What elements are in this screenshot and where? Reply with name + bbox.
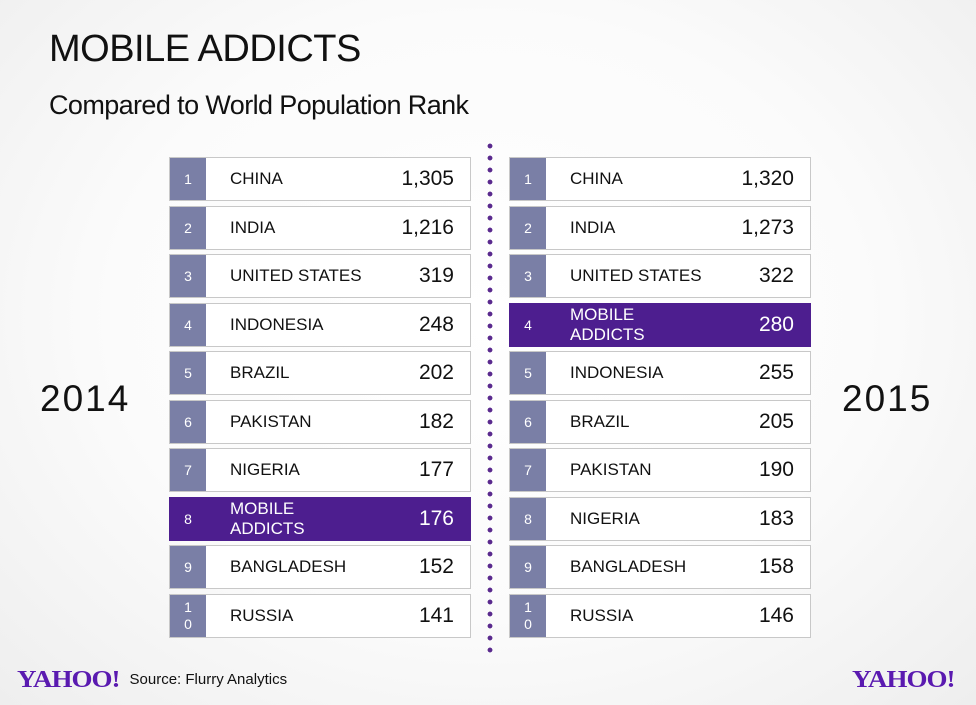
rank-cell: 2 [170, 206, 206, 249]
page-title: MOBILE ADDICTS [49, 28, 361, 70]
table-row: 1 0 RUSSIA 141 [169, 593, 471, 638]
table-row: 2 INDIA 1,216 [169, 205, 471, 250]
population-value: 205 [758, 409, 794, 433]
year-label-2015: 2015 [842, 378, 933, 419]
rank-cell: 7 [170, 449, 206, 491]
population-value: 322 [758, 264, 794, 287]
population-value: 1,273 [741, 215, 794, 239]
table-row: 9 BANGLADESH 158 [509, 545, 811, 589]
table-row: 3 UNITED STATES 319 [169, 254, 471, 298]
table-row: 6 PAKISTAN 182 [169, 399, 471, 444]
population-value: 1,320 [741, 167, 794, 190]
table-row: 7 NIGERIA 177 [169, 448, 471, 492]
country-name: BANGLADESH [230, 557, 347, 576]
population-value: 255 [758, 361, 794, 384]
rank-cell: 6 [510, 400, 546, 443]
country-name: NIGERIA [570, 508, 640, 528]
population-value: 1,216 [401, 215, 454, 239]
country-name: NIGERIA [230, 460, 300, 479]
population-value: 280 [758, 312, 794, 336]
rank-cell: 5 [510, 352, 546, 394]
population-value: 152 [418, 555, 454, 578]
population-value: 183 [758, 506, 794, 530]
table-row: 7 PAKISTAN 190 [509, 448, 811, 492]
table-row: 1 CHINA 1,320 [509, 157, 811, 201]
country-name: CHINA [230, 169, 283, 188]
rank-cell: 5 [170, 352, 206, 394]
table-row: 2 INDIA 1,273 [509, 205, 811, 250]
table-row: 4 MOBILE ADDICTS 280 [509, 302, 811, 347]
source-note: Source: Flurry Analytics [129, 671, 288, 688]
country-name: INDONESIA [570, 363, 664, 382]
table-row: 5 INDONESIA 255 [509, 351, 811, 395]
ranking-table-2014: 1 CHINA 1,305 2 INDIA 1,216 3 UNITED STATES 319 4… [169, 157, 471, 642]
country-name: BRAZIL [570, 411, 630, 431]
dotted-divider [487, 140, 493, 658]
table-row: 5 BRAZIL 202 [169, 351, 471, 395]
population-value: 141 [418, 603, 454, 627]
population-value: 319 [418, 264, 454, 287]
table-row: 8 MOBILE ADDICTS 176 [169, 496, 471, 541]
country-name: RUSSIA [230, 605, 294, 625]
country-name: BRAZIL [230, 363, 290, 382]
rank-cell: 8 [510, 497, 546, 540]
country-name: PAKISTAN [570, 460, 652, 479]
rank-cell: 6 [170, 400, 206, 443]
country-name: BANGLADESH [570, 557, 687, 576]
table-row: 1 0 RUSSIA 146 [509, 593, 811, 638]
population-value: 158 [758, 555, 794, 578]
rank-cell: 4 [510, 303, 546, 346]
country-name: INDIA [570, 217, 616, 237]
page-subtitle: Compared to World Population Rank [49, 90, 469, 120]
rank-cell: 7 [510, 449, 546, 491]
yahoo-logo-right: YAHOO! [852, 665, 956, 693]
rank-cell: 9 [170, 546, 206, 588]
country-name: PAKISTAN [230, 411, 312, 431]
ranking-table-2015: 1 CHINA 1,320 2 INDIA 1,273 3 UNITED STATES 322 4… [509, 157, 811, 642]
rank-cell: 8 [170, 497, 206, 540]
population-value: 177 [418, 458, 454, 481]
population-value: 1,305 [401, 167, 454, 190]
rank-cell: 9 [510, 546, 546, 588]
population-value: 202 [418, 361, 454, 384]
country-name: MOBILE ADDICTS [230, 498, 305, 538]
rank-cell: 1 [170, 158, 206, 200]
year-label-2014: 2014 [40, 378, 131, 419]
population-value: 182 [418, 409, 454, 433]
country-name: CHINA [570, 169, 623, 188]
table-row: 4 INDONESIA 248 [169, 302, 471, 347]
country-name: INDONESIA [230, 314, 324, 334]
country-name: UNITED STATES [570, 266, 702, 285]
yahoo-logo-left: YAHOO! [17, 665, 121, 693]
population-value: 190 [758, 458, 794, 481]
country-name: UNITED STATES [230, 266, 362, 285]
table-row: 9 BANGLADESH 152 [169, 545, 471, 589]
rank-cell: 3 [510, 255, 546, 297]
table-row: 3 UNITED STATES 322 [509, 254, 811, 298]
rank-cell: 2 [510, 206, 546, 249]
rank-cell: 3 [170, 255, 206, 297]
country-name: INDIA [230, 217, 276, 237]
population-value: 176 [418, 506, 454, 530]
country-name: RUSSIA [570, 605, 634, 625]
footer: YAHOO! Source: Flurry Analytics [17, 664, 287, 695]
population-value: 146 [758, 603, 794, 627]
population-value: 248 [418, 312, 454, 336]
table-row: 8 NIGERIA 183 [509, 496, 811, 541]
table-row: 6 BRAZIL 205 [509, 399, 811, 444]
country-name: MOBILE ADDICTS [570, 304, 645, 344]
table-row: 1 CHINA 1,305 [169, 157, 471, 201]
rank-cell: 1 [510, 158, 546, 200]
rank-cell: 4 [170, 303, 206, 346]
